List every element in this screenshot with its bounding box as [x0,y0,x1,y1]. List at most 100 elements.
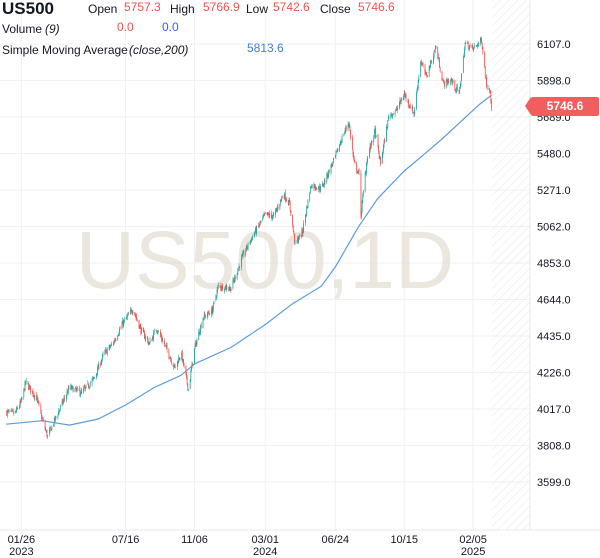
candle-body [443,81,445,82]
candle-body [101,359,103,363]
candle-body [169,357,171,359]
candle-body [21,398,23,399]
candle-body [204,314,206,316]
candle-body [366,164,367,174]
candle-body [237,268,239,271]
candle-body [177,361,178,368]
candle-body [72,387,74,393]
candle-body [276,209,278,210]
candle-body [97,367,98,375]
candle-body [33,394,35,398]
candle-body [324,180,326,183]
candle-body [114,340,116,342]
candle-body [205,315,206,318]
candle-body [298,234,300,239]
symbol-name[interactable]: US500 [2,0,54,18]
candle-body [452,80,454,83]
candle-body [356,162,358,172]
candle-body [153,332,155,340]
candle-body [13,411,14,414]
candle-body [245,245,247,251]
candle-body [358,169,360,173]
candle-body [381,154,383,164]
candle-body [303,223,305,232]
candle-body [115,339,117,341]
candle-body [159,330,161,336]
candle-body [226,285,228,290]
candle-body [290,210,292,216]
candle-body [157,332,159,334]
volume-value-1: 0.0 [117,20,134,34]
candle-body [353,153,355,158]
candle-body [448,80,450,84]
candle-body [179,357,181,360]
candle-body [332,161,334,165]
candle-body [234,276,236,280]
candle-body [430,60,431,68]
candle-body [283,196,285,198]
candle-body [442,80,444,82]
candle-body [348,124,350,125]
candle-body [469,44,471,47]
candle-body [135,315,137,318]
candle-body [194,345,196,347]
candle-body [383,145,384,151]
candle-body [484,52,486,68]
candle-body [58,410,60,412]
candle-body [59,409,61,412]
candle-body [411,106,413,110]
high-value: 5766.9 [203,0,240,14]
candle-body [345,127,347,129]
candle-body [459,87,461,93]
volume-label[interactable]: Volume [2,22,43,36]
candle-body [132,311,134,314]
candle-body [433,55,434,64]
candle-body [437,46,439,58]
candle-body [409,105,411,107]
candle-body [178,357,180,364]
candle-body [275,209,277,211]
close-label: Close [320,2,351,16]
candle-body [164,340,166,345]
candle-body [434,50,436,52]
candle-body [80,390,82,395]
candle-body [450,79,452,82]
time-tick-label: 07/16 [112,534,140,546]
candle-body [264,213,265,215]
candle-body [140,325,142,334]
candle-body [364,174,366,191]
candle-body [118,333,120,336]
candle-body [422,65,424,67]
candle-body [208,312,210,314]
candle-body [177,362,179,364]
candle-body [186,376,188,384]
candle-body [156,331,158,333]
candle-body [297,238,298,241]
candle-body [96,373,98,375]
candle-body [476,45,478,47]
candle-body [152,336,154,339]
candle-body [429,66,431,68]
candle-body [23,388,25,391]
candle-body [89,386,91,388]
candle-body [191,368,192,371]
candle-body [280,199,281,204]
candle-body [301,229,303,234]
candle-body [148,343,150,344]
candle-body [224,286,226,290]
candle-body [88,386,90,388]
candle-body [209,314,211,316]
candle-body [395,110,397,112]
sma-label[interactable]: Simple Moving Average [2,43,128,57]
candle-body [426,74,428,77]
candle-body [314,184,315,188]
time-tick-label: 06/24 [322,534,350,546]
candle-body [375,135,377,137]
candle-body [352,149,354,155]
candle-body [131,312,133,314]
candle-body [490,100,492,109]
candle-body [213,301,215,303]
candle-body [55,416,56,420]
